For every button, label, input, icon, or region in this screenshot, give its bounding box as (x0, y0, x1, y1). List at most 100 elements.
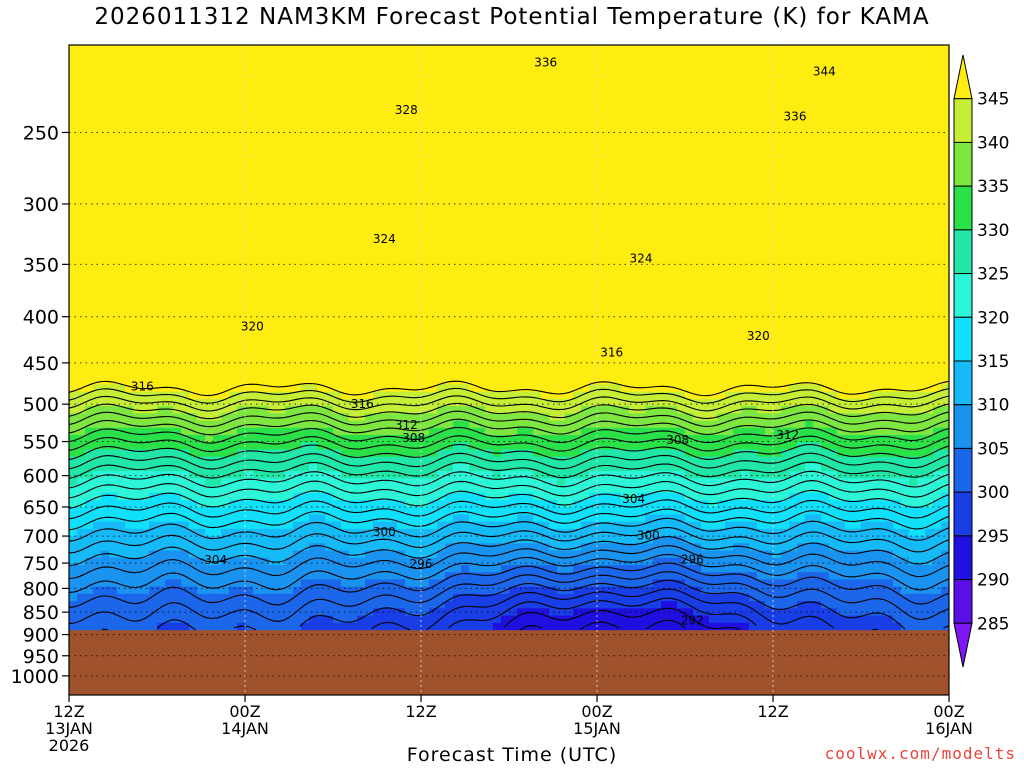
fill-cell (261, 333, 270, 342)
fill-cell (925, 211, 934, 219)
fill-cell (213, 153, 222, 162)
fill-cell (141, 81, 150, 89)
fill-cell (165, 189, 174, 198)
fill-cell (349, 254, 358, 263)
fill-cell (877, 146, 886, 154)
fill-cell (237, 59, 246, 68)
fill-cell (317, 81, 326, 89)
fill-cell (573, 160, 582, 169)
fill-cell (125, 232, 134, 241)
fill-cell (77, 283, 86, 292)
fill-cell (925, 189, 934, 198)
fill-cell (365, 261, 374, 270)
fill-cell (277, 268, 286, 277)
fill-cell (341, 175, 350, 183)
fill-cell (741, 326, 750, 335)
fill-cell (733, 131, 742, 140)
fill-cell (125, 211, 134, 219)
fill-cell (221, 254, 230, 263)
fill-cell (581, 45, 590, 53)
fill-cell (805, 211, 814, 219)
fill-cell (333, 247, 342, 256)
fill-cell (357, 131, 366, 140)
fill-cell (453, 341, 462, 349)
fill-cell (253, 45, 262, 53)
fill-cell (485, 362, 494, 371)
fill-cell (933, 95, 942, 104)
fill-cell (605, 189, 614, 198)
fill-cell (621, 196, 630, 205)
fill-cell (77, 225, 86, 234)
fill-cell (789, 218, 798, 227)
fill-cell (205, 95, 214, 104)
fill-cell (637, 211, 646, 219)
fill-cell (541, 73, 550, 82)
fill-cell (325, 276, 334, 284)
fill-cell (709, 81, 718, 89)
fill-cell (613, 333, 622, 342)
fill-cell (357, 261, 366, 270)
fill-cell (717, 66, 726, 75)
fill-cell (325, 175, 334, 183)
fill-cell (653, 66, 662, 75)
fill-cell (861, 153, 870, 162)
fill-cell (757, 312, 766, 321)
fill-cell (341, 297, 350, 306)
fill-cell (605, 305, 614, 313)
fill-cell (885, 124, 894, 133)
fill-cell (365, 189, 374, 198)
fill-cell (101, 283, 110, 292)
fill-cell (293, 370, 302, 378)
fill-cell (301, 124, 310, 133)
fill-cell (797, 95, 806, 104)
fill-cell (813, 102, 822, 111)
fill-cell (253, 110, 262, 118)
fill-cell (173, 326, 182, 335)
fill-cell (837, 182, 846, 191)
fill-cell (461, 225, 470, 234)
fill-cell (405, 160, 414, 169)
fill-cell (501, 146, 510, 154)
fill-cell (885, 211, 894, 219)
fill-cell (309, 370, 318, 378)
fill-cell (485, 261, 494, 270)
fill-cell (645, 146, 654, 154)
fill-cell (717, 73, 726, 82)
fill-cell (285, 203, 294, 212)
fill-cell (829, 261, 838, 270)
fill-cell (357, 362, 366, 371)
fill-cell (277, 290, 286, 299)
fill-cell (877, 290, 886, 299)
fill-cell (189, 305, 198, 313)
fill-cell (133, 131, 142, 140)
fill-cell (309, 66, 318, 75)
fill-cell (901, 290, 910, 299)
fill-cell (93, 203, 102, 212)
fill-cell (781, 196, 790, 205)
fill-cell (341, 232, 350, 241)
fill-cell (173, 261, 182, 270)
fill-cell (773, 326, 782, 335)
fill-cell (581, 117, 590, 126)
fill-cell (669, 319, 678, 328)
fill-cell (365, 362, 374, 371)
fill-cell (293, 45, 302, 53)
fill-cell (717, 218, 726, 227)
fill-cell (261, 268, 270, 277)
fill-cell (637, 326, 646, 335)
fill-cell (405, 355, 414, 364)
fill-cell (557, 88, 566, 97)
fill-cell (317, 138, 326, 147)
fill-cell (541, 175, 550, 183)
fill-cell (429, 138, 438, 147)
fill-cell (141, 333, 150, 342)
fill-cell (525, 138, 534, 147)
fill-cell (845, 138, 854, 147)
fill-cell (197, 102, 206, 111)
fill-cell (253, 312, 262, 321)
fill-cell (165, 45, 174, 53)
fill-cell (701, 160, 710, 169)
fill-cell (109, 117, 118, 126)
fill-cell (701, 66, 710, 75)
fill-cell (69, 73, 78, 82)
